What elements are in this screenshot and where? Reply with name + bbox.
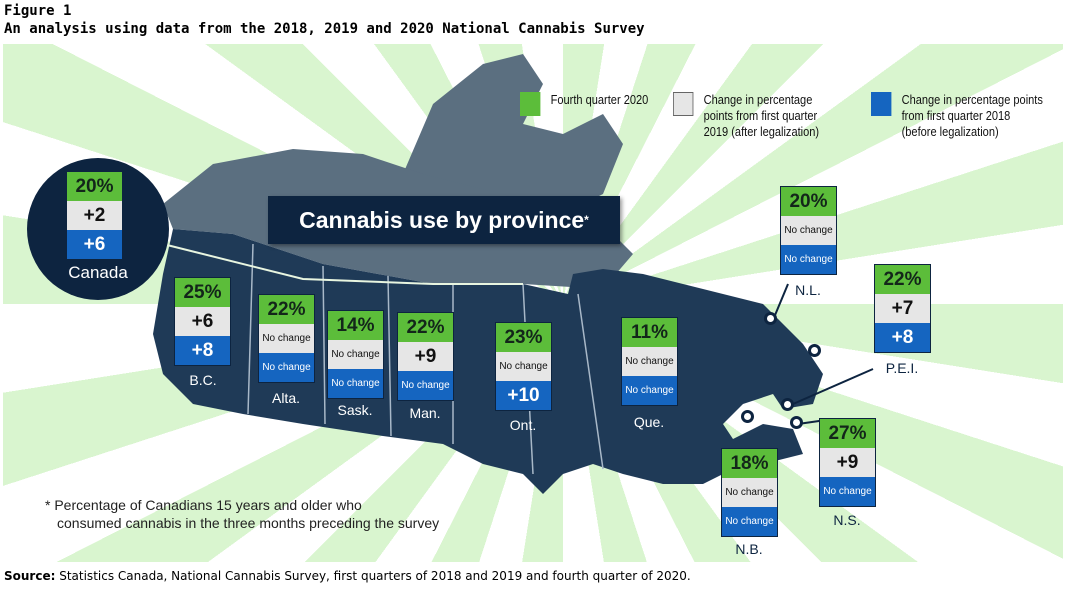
infographic-panel: Fourth quarter 2020 Change in percentage… bbox=[3, 44, 1063, 562]
q4-2020-value: 27% bbox=[820, 419, 875, 448]
legend-label: Fourth quarter 2020 bbox=[550, 92, 649, 107]
region-label-ns: N.S. bbox=[833, 512, 861, 528]
change-2018-value: No change bbox=[398, 371, 453, 400]
banner-title: Cannabis use by province bbox=[299, 206, 585, 233]
map-title-banner: Cannabis use by province * bbox=[268, 196, 620, 244]
provinces bbox=[153, 229, 823, 494]
canada-map bbox=[153, 54, 874, 494]
region-label-ont: Ont. bbox=[509, 417, 537, 433]
figure-title: An analysis using data from the 2018, 20… bbox=[4, 21, 645, 37]
q4-2020-value: 20% bbox=[781, 187, 836, 216]
q4-2020-value: 22% bbox=[259, 295, 314, 324]
legend-item-q4-2020: Fourth quarter 2020 bbox=[520, 92, 648, 116]
change-2019-value: No change bbox=[259, 324, 314, 353]
q4-2020-value: 22% bbox=[398, 313, 453, 342]
region-label-alta: Alta. bbox=[271, 390, 300, 406]
footnote: * Percentage of Canadians 15 years and o… bbox=[45, 496, 439, 532]
change-2018-value: No change bbox=[328, 369, 383, 398]
change-2018-value: +6 bbox=[67, 230, 122, 259]
marker-nl-2 bbox=[808, 344, 821, 357]
region-label-canada: Canada bbox=[68, 263, 128, 282]
q4-2020-value: 22% bbox=[875, 265, 930, 294]
q4-2020-value: 23% bbox=[496, 323, 551, 352]
territory-border bbox=[162, 243, 523, 285]
stat-box-que: 11% No change No change bbox=[621, 317, 678, 406]
change-2019-value: No change bbox=[722, 478, 777, 507]
region-label-nb: N.B. bbox=[735, 541, 763, 557]
change-2018-value: +10 bbox=[496, 381, 551, 410]
legend-swatch-green bbox=[520, 92, 541, 116]
change-2019-value: No change bbox=[781, 216, 836, 245]
source-note: Source: Statistics Canada, National Cann… bbox=[4, 569, 691, 583]
stat-box-ont: 23% No change +10 bbox=[495, 322, 552, 411]
region-label-man: Man. bbox=[409, 405, 441, 421]
stat-box-man: 22% +9 No change bbox=[397, 312, 454, 401]
stat-box-canada: 20% +2 +6 bbox=[66, 171, 123, 260]
stat-box-bc: 25% +6 +8 bbox=[174, 277, 231, 366]
legend-swatch-blue bbox=[871, 92, 892, 116]
legend-item-2019: Change in percentage points from first q… bbox=[673, 92, 835, 140]
region-label-bc: B.C. bbox=[189, 372, 217, 388]
q4-2020-value: 18% bbox=[722, 449, 777, 478]
stat-box-alta: 22% No change No change bbox=[258, 294, 315, 383]
marker-pei bbox=[781, 398, 794, 411]
stat-box-nb: 18% No change No change bbox=[721, 448, 778, 537]
change-2019-value: +9 bbox=[820, 448, 875, 477]
footnote-line: * Percentage of Canadians 15 years and o… bbox=[45, 497, 362, 513]
q4-2020-value: 11% bbox=[622, 318, 677, 347]
change-2019-value: +2 bbox=[67, 201, 122, 230]
legend-label: Change in percentage points from first q… bbox=[901, 92, 1043, 139]
banner-footnote-mark: * bbox=[584, 213, 589, 227]
region-label-pei: P.E.I. bbox=[885, 360, 919, 376]
stat-box-sask: 14% No change No change bbox=[327, 310, 384, 399]
marker-nb bbox=[741, 410, 754, 423]
change-2019-value: +9 bbox=[398, 342, 453, 371]
change-2018-value: No change bbox=[722, 507, 777, 536]
marker-nl bbox=[764, 312, 777, 325]
q4-2020-value: 25% bbox=[175, 278, 230, 307]
change-2019-value: No change bbox=[328, 340, 383, 369]
leader-line-pei bbox=[792, 368, 874, 405]
footnote-line: consumed cannabis in the three months pr… bbox=[57, 515, 440, 531]
change-2019-value: No change bbox=[496, 352, 551, 381]
stat-box-nl: 20% No change No change bbox=[780, 186, 837, 275]
change-2018-value: +8 bbox=[875, 323, 930, 352]
source-label: Source: bbox=[4, 569, 56, 583]
source-text: Statistics Canada, National Cannabis Sur… bbox=[55, 569, 691, 583]
figure-number: Figure 1 bbox=[4, 3, 72, 19]
change-2018-value: No change bbox=[820, 477, 875, 506]
change-2019-value: +6 bbox=[175, 307, 230, 336]
arctic-islands bbox=[403, 54, 623, 214]
change-2018-value: +8 bbox=[175, 336, 230, 365]
stat-box-pei: 22% +7 +8 bbox=[874, 264, 931, 353]
region-label-nl: N.L. bbox=[795, 282, 821, 298]
change-2019-value: No change bbox=[622, 347, 677, 376]
region-label-que: Que. bbox=[633, 414, 665, 430]
region-label-sask: Sask. bbox=[337, 402, 373, 418]
change-2019-value: +7 bbox=[875, 294, 930, 323]
q4-2020-value: 14% bbox=[328, 311, 383, 340]
change-2018-value: No change bbox=[622, 376, 677, 405]
legend-swatch-grey bbox=[673, 92, 694, 116]
stat-box-ns: 27% +9 No change bbox=[819, 418, 876, 507]
q4-2020-value: 20% bbox=[67, 172, 122, 201]
marker-ns bbox=[790, 416, 803, 429]
change-2018-value: No change bbox=[259, 353, 314, 382]
legend-label: Change in percentage points from first q… bbox=[703, 92, 820, 139]
legend-item-2018: Change in percentage points from first q… bbox=[871, 92, 1045, 140]
change-2018-value: No change bbox=[781, 245, 836, 274]
